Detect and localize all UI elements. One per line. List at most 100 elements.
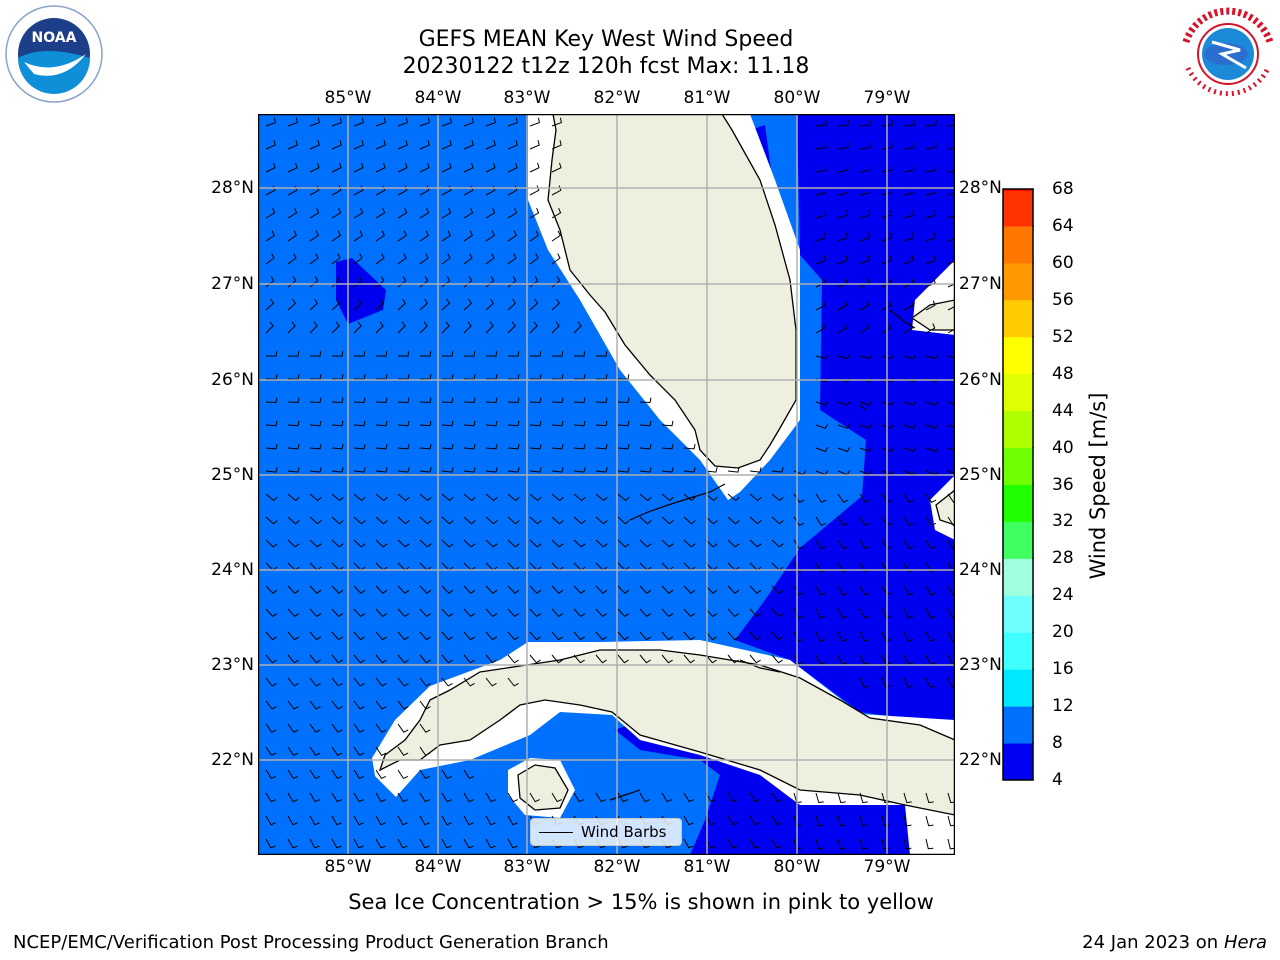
wind-barb: [419, 162, 430, 173]
wind-barb: [441, 162, 452, 173]
wind-barb: [881, 255, 892, 265]
colorbar: [1002, 188, 1034, 781]
wind-barb: [485, 608, 498, 618]
wind-barb: [397, 467, 410, 473]
lon-label-top: 79°W: [863, 88, 911, 108]
wind-barb: [507, 351, 520, 357]
wind-barb: [551, 792, 562, 803]
wind-barb: [419, 631, 432, 641]
wind-barb: [551, 208, 562, 219]
wind-barb: [947, 838, 955, 850]
wind-barb: [287, 467, 300, 473]
wind-barb: [771, 838, 782, 849]
wind-barb: [309, 746, 321, 756]
wind-barb: [551, 654, 563, 664]
wind-barb: [925, 677, 935, 688]
wind-barb: [727, 608, 740, 618]
wind-barb: [265, 539, 278, 548]
wind-barb: [925, 654, 936, 665]
wind-barb: [397, 185, 408, 196]
footer-host: Hera: [1223, 932, 1267, 953]
wind-barb: [881, 677, 891, 688]
wind-barb: [683, 838, 694, 849]
wind-barb: [859, 323, 870, 334]
wind-barb: [441, 420, 454, 427]
wind-barb: [419, 769, 431, 780]
wind-barb: [419, 140, 430, 150]
wind-barb: [903, 838, 912, 850]
wind-barb: [551, 321, 560, 334]
wind-barb: [617, 443, 630, 450]
wind-barb: [309, 397, 322, 404]
wind-barb: [485, 539, 498, 548]
colorbar-tick-label: 56: [1052, 289, 1074, 310]
wind-barb: [287, 397, 300, 404]
wind-barb: [375, 608, 388, 618]
wind-barb: [793, 631, 804, 642]
wind-barb: [947, 401, 955, 405]
wind-barb: [331, 140, 342, 150]
wind-barb: [881, 323, 892, 334]
wind-barb: [903, 654, 914, 665]
wind-barb: [265, 397, 278, 404]
wind-barb: [441, 467, 454, 473]
wind-barb: [529, 467, 542, 473]
wind-barb: [705, 585, 718, 594]
wind-barb: [375, 208, 386, 219]
wind-barb: [287, 276, 297, 288]
wind-barb: [375, 420, 388, 427]
wind-barb: [353, 117, 364, 127]
wind-barb: [287, 815, 298, 826]
wind-barb: [529, 493, 542, 502]
wind-barb: [419, 815, 430, 826]
wind-barb: [925, 815, 934, 827]
wind-barb: [925, 187, 937, 196]
wind-barb: [287, 723, 299, 733]
wind-barb: [903, 165, 915, 173]
colorbar-tick-label: 44: [1052, 400, 1074, 421]
wind-barb: [331, 298, 341, 311]
wind-barb: [463, 117, 474, 127]
wind-barb: [683, 516, 696, 525]
wind-barb: [507, 539, 520, 548]
wind-barb: [551, 516, 564, 525]
wind-barb: [353, 253, 363, 265]
wind-barb: [903, 585, 914, 596]
wind-barb: [331, 208, 342, 219]
wind-barb: [375, 230, 385, 242]
wind-barb: [485, 162, 496, 173]
wind-barb: [947, 539, 955, 550]
wind-barb: [265, 654, 277, 664]
wind-barb: [815, 838, 824, 850]
wind-barb: [353, 723, 365, 733]
wind-barb: [397, 631, 410, 641]
wind-barb: [309, 608, 322, 618]
wind-barb: [419, 467, 432, 473]
wind-barb: [507, 162, 518, 173]
colorbar-segment: [1003, 558, 1033, 596]
wind-barb: [639, 631, 652, 641]
wind-barb: [771, 654, 783, 664]
wind-barb: [881, 165, 893, 173]
wind-barb: [287, 117, 298, 127]
wind-barb: [683, 631, 696, 641]
wind-barb: [639, 792, 650, 803]
wind-barb: [551, 185, 562, 196]
wind-barb: [947, 147, 955, 150]
wind-barb: [419, 539, 432, 548]
wind-barb: [265, 420, 278, 427]
wind-barb: [375, 467, 388, 473]
wind-barb: [903, 400, 917, 406]
wind-barb: [859, 493, 871, 503]
wind-barb: [397, 117, 408, 127]
wind-barb: [375, 276, 385, 288]
wind-barb: [507, 397, 520, 404]
wind-barb: [925, 323, 936, 334]
wind-barb: [375, 253, 385, 265]
wind-barb: [353, 321, 362, 334]
wind-barb: [947, 124, 955, 127]
wind-barb: [287, 838, 298, 849]
lon-label-bottom: 83°W: [503, 857, 551, 877]
wind-barb: [727, 654, 739, 664]
wind-barb: [859, 165, 871, 173]
